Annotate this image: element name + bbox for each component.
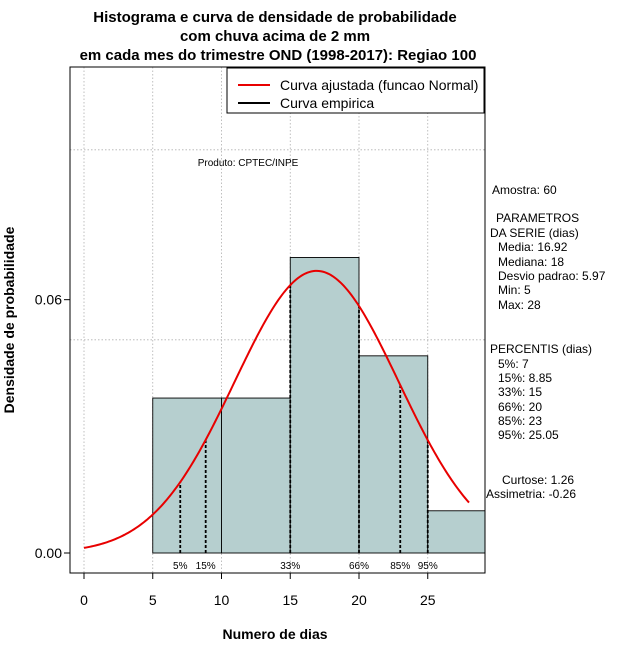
percentile-label-4: 85% <box>390 561 410 572</box>
percentile-lines: 5% 15% 33% 66% 85% 95% <box>173 285 438 572</box>
media-text: Media: 16.92 <box>498 240 568 254</box>
x-tick-label-5: 25 <box>420 592 436 608</box>
amostra-text: Amostra: 60 <box>492 183 557 197</box>
p66-text: 66%: 20 <box>498 400 542 414</box>
chart-title-line-2: com chuva acima de 2 mm <box>180 28 370 45</box>
legend-box <box>226 67 485 114</box>
histogram-bars <box>152 257 486 554</box>
max-text: Max: 28 <box>498 298 541 312</box>
x-tick-label-4: 20 <box>351 592 367 608</box>
x-tick-label-1: 5 <box>149 592 157 608</box>
parametros-subtitle: DA SERIE (dias) <box>490 226 579 240</box>
p15-text: 15%: 8.85 <box>498 371 552 385</box>
x-tick-label-3: 15 <box>282 592 298 608</box>
percentile-label-3: 66% <box>349 561 369 572</box>
percentile-label-5: 95% <box>418 561 438 572</box>
p5-text: 5%: 7 <box>498 357 529 371</box>
x-tick-label-0: 0 <box>80 592 88 608</box>
percentile-label-1: 15% <box>196 561 216 572</box>
legend-label-normal: Curva ajustada (funcao Normal) <box>280 77 478 93</box>
curtose-text: Curtose: 1.26 <box>502 473 574 487</box>
legend: Curva ajustada (funcao Normal) Curva emp… <box>226 67 485 114</box>
percentis-title: PERCENTIS (dias) <box>490 342 592 356</box>
histogram-bar <box>152 397 222 554</box>
plot-frame <box>69 66 486 574</box>
legend-label-empirical: Curva empirica <box>280 95 374 111</box>
p33-text: 33%: 15 <box>498 385 542 399</box>
mediana-text: Mediana: 18 <box>498 255 564 269</box>
produto-annotation: Produto: CPTEC/INPE <box>198 158 299 169</box>
y-tick-label-0: 0.00 <box>35 545 62 561</box>
axes: 0 5 10 15 20 25 0.00 0.06 <box>35 292 436 608</box>
desvio-text: Desvio padrao: 5.97 <box>498 269 606 283</box>
p85-text: 85%: 23 <box>498 414 542 428</box>
assimetria-text: Assimetria: -0.26 <box>486 487 576 501</box>
percentile-label-0: 5% <box>173 561 188 572</box>
min-text: Min: 5 <box>498 283 531 297</box>
p95-text: 95%: 25.05 <box>498 428 559 442</box>
chart-title-line-3: em cada mes do trimestre OND (1998-2017)… <box>80 47 477 64</box>
y-axis-label: Densidade de probabilidade <box>1 226 17 413</box>
histogram-bar <box>221 397 291 554</box>
chart-title-line-1: Histograma e curva de densidade de proba… <box>93 9 456 26</box>
histogram-bar <box>427 510 486 554</box>
histogram-bar <box>289 257 360 554</box>
percentile-label-2: 33% <box>280 561 300 572</box>
x-axis-label: Numero de dias <box>222 626 327 642</box>
parametros-title: PARAMETROS <box>496 211 579 225</box>
normal-curve-line <box>83 269 470 549</box>
histogram-bar <box>358 355 429 554</box>
stats-panel: Amostra: 60 PARAMETROS DA SERIE (dias) M… <box>486 183 606 501</box>
y-tick-label-1: 0.06 <box>35 292 62 308</box>
x-tick-label-2: 10 <box>214 592 230 608</box>
density-curve <box>83 269 470 549</box>
